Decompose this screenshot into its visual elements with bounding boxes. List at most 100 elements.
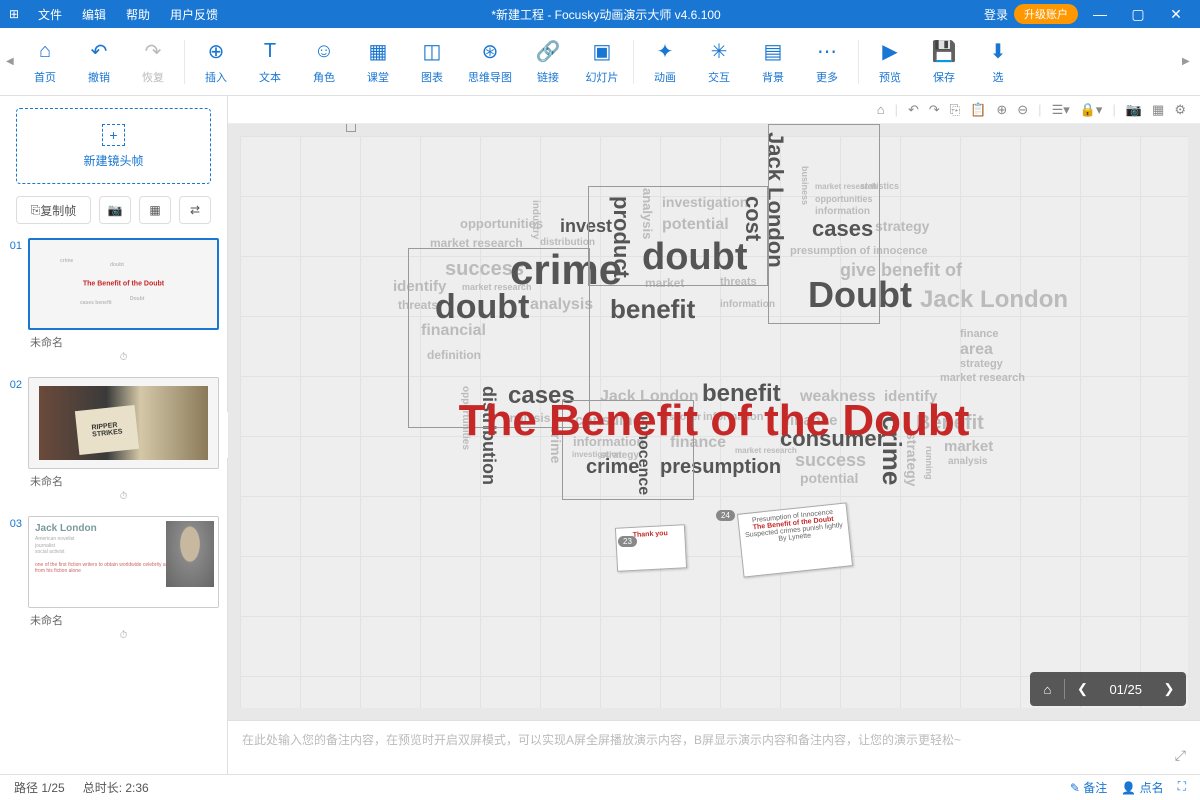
恢复-icon: ↷ bbox=[145, 39, 162, 65]
copy-frame-button[interactable]: ⎘ 复制帧 bbox=[16, 196, 91, 224]
思维导图-icon: ⊛ bbox=[482, 39, 499, 65]
tool-链接[interactable]: 🔗链接 bbox=[521, 32, 575, 92]
tool-预览[interactable]: ▶预览 bbox=[863, 32, 917, 92]
titlebar: ⊞ 文件编辑帮助用户反馈 *新建工程 - Focusky动画演示大师 v4.6.… bbox=[0, 0, 1200, 28]
toolbar-scroll-left[interactable]: ◀ bbox=[6, 56, 18, 67]
tool-图表[interactable]: ◫图表 bbox=[405, 32, 459, 92]
close-button[interactable]: ✕ bbox=[1160, 6, 1192, 23]
tool-首页[interactable]: ⌂首页 bbox=[18, 32, 72, 92]
word: benefit bbox=[610, 294, 695, 325]
tool-思维导图[interactable]: ⊛思维导图 bbox=[459, 32, 521, 92]
canvas-tools: ⌂| ↶ ↷ ⎘ 📋 ⊕ ⊖| ☰▾ 🔒▾| 📷 ▦ ⚙ bbox=[228, 96, 1200, 124]
upgrade-button[interactable]: 升级账户 bbox=[1014, 4, 1078, 24]
canvas[interactable]: opportunitiesinvestindustrymarket resear… bbox=[228, 124, 1200, 720]
zoom-in-icon[interactable]: ⊕ bbox=[996, 102, 1007, 118]
lock-icon[interactable]: 🔒▾ bbox=[1080, 102, 1103, 118]
word: strategy bbox=[875, 218, 929, 234]
settings-icon[interactable]: ⚙ bbox=[1174, 102, 1186, 118]
paste-icon[interactable]: 📋 bbox=[970, 102, 986, 118]
menu-编辑[interactable]: 编辑 bbox=[72, 6, 116, 23]
minimize-button[interactable]: — bbox=[1084, 6, 1116, 22]
tool-恢复[interactable]: ↷恢复 bbox=[126, 32, 180, 92]
课堂-icon: ▦ bbox=[369, 39, 388, 65]
frame-badge: 23 bbox=[618, 536, 637, 547]
status-path: 路径 1/25 bbox=[14, 779, 65, 796]
new-frame-button[interactable]: + 新建镜头帧 bbox=[16, 108, 211, 184]
mini-card[interactable]: Thank you bbox=[615, 524, 687, 572]
word: information bbox=[720, 299, 775, 310]
thumb-03[interactable]: 03Jack LondonAmerican novelistjournalist… bbox=[0, 512, 227, 651]
frame-box[interactable] bbox=[588, 186, 768, 286]
plus-icon: + bbox=[102, 124, 124, 146]
tool-选[interactable]: ⬇选 bbox=[971, 32, 1025, 92]
word: success bbox=[795, 450, 866, 471]
tool-动画[interactable]: ✦动画 bbox=[638, 32, 692, 92]
main-title: The Benefit of the Doubt bbox=[459, 396, 970, 446]
tool-撤销[interactable]: ↶撤销 bbox=[72, 32, 126, 92]
thumb-01[interactable]: 01The Benefit of the Doubtcrimedoubtcase… bbox=[0, 234, 227, 373]
word: area bbox=[960, 341, 993, 359]
word: strategy bbox=[960, 358, 1003, 370]
redo-icon[interactable]: ↷ bbox=[929, 102, 940, 118]
grid-icon[interactable]: ▦ bbox=[1152, 102, 1164, 118]
swap-button[interactable]: ⇄ bbox=[179, 196, 211, 224]
首页-icon: ⌂ bbox=[39, 39, 51, 65]
thumb-02[interactable]: 02RIPPERSTRIKES未命名⏱ bbox=[0, 373, 227, 512]
thumbnails-list: 01The Benefit of the Doubtcrimedoubtcase… bbox=[0, 234, 227, 774]
word: Jack London bbox=[920, 286, 1068, 314]
maximize-button[interactable]: ▢ bbox=[1122, 6, 1154, 23]
tool-插入[interactable]: ⊕插入 bbox=[189, 32, 243, 92]
tool-课堂[interactable]: ▦课堂 bbox=[351, 32, 405, 92]
canvas-nav: ⌂ ❮ 01/25 ❯ bbox=[1030, 672, 1186, 706]
nav-home-button[interactable]: ⌂ bbox=[1030, 682, 1064, 697]
tool-角色[interactable]: ☺角色 bbox=[297, 32, 351, 92]
home-icon[interactable]: ⌂ bbox=[877, 102, 885, 117]
new-frame-label: 新建镜头帧 bbox=[83, 152, 143, 169]
copy-icon[interactable]: ⎘ bbox=[950, 102, 960, 118]
tool-幻灯片[interactable]: ▣幻灯片 bbox=[575, 32, 629, 92]
main-toolbar: ◀ ⌂首页↶撤销↷恢复⊕插入T文本☺角色▦课堂◫图表⊛思维导图🔗链接▣幻灯片✦动… bbox=[0, 28, 1200, 96]
链接-icon: 🔗 bbox=[536, 39, 561, 65]
align-icon[interactable]: ☰▾ bbox=[1052, 102, 1070, 118]
menu-用户反馈[interactable]: 用户反馈 bbox=[160, 6, 228, 23]
status-action-0[interactable]: ✎ 备注 bbox=[1070, 779, 1107, 796]
camera-button[interactable]: 📷 bbox=[99, 196, 131, 224]
tool-背景[interactable]: ▤背景 bbox=[746, 32, 800, 92]
toolbar-scroll-right[interactable]: ▶ bbox=[1182, 56, 1194, 67]
qr-button[interactable]: ▦ bbox=[139, 196, 171, 224]
tool-更多[interactable]: ⋯更多 bbox=[800, 32, 854, 92]
frame-box[interactable] bbox=[346, 124, 356, 132]
menu-文件[interactable]: 文件 bbox=[28, 6, 72, 23]
nav-prev-button[interactable]: ❮ bbox=[1065, 681, 1099, 697]
status-action-2[interactable]: ⛶ bbox=[1178, 779, 1186, 796]
undo-icon[interactable]: ↶ bbox=[908, 102, 919, 118]
word: analysis bbox=[948, 456, 987, 467]
word: market research bbox=[940, 372, 1025, 384]
notes-panel[interactable]: 在此处输入您的备注内容，在预览时开启双屏模式，可以实现A屏全屏播放演示内容，B屏… bbox=[228, 720, 1200, 774]
zoom-out-icon[interactable]: ⊖ bbox=[1017, 102, 1028, 118]
word: finance bbox=[960, 328, 999, 340]
frame-box[interactable] bbox=[768, 124, 880, 324]
statusbar: 路径 1/25 总时长: 2:36 ✎ 备注👤 点名⛶ bbox=[0, 774, 1200, 800]
status-action-1[interactable]: 👤 点名 bbox=[1121, 779, 1163, 796]
app-logo-icon: ⊞ bbox=[0, 7, 28, 21]
mini-card[interactable]: Presumption of InnocenceThe Benefit of t… bbox=[737, 502, 853, 577]
snapshot-icon[interactable]: 📷 bbox=[1126, 102, 1142, 118]
tool-保存[interactable]: 💾保存 bbox=[917, 32, 971, 92]
tool-文本[interactable]: T文本 bbox=[243, 32, 297, 92]
frames-sidebar: + 新建镜头帧 ⎘ 复制帧 📷 ▦ ⇄ 01The Benefit of the… bbox=[0, 96, 228, 774]
tool-交互[interactable]: ✳交互 bbox=[692, 32, 746, 92]
幻灯片-icon: ▣ bbox=[593, 39, 612, 65]
保存-icon: 💾 bbox=[932, 39, 957, 65]
menu-帮助[interactable]: 帮助 bbox=[116, 6, 160, 23]
角色-icon: ☺ bbox=[314, 39, 334, 65]
nav-next-button[interactable]: ❯ bbox=[1152, 681, 1186, 697]
notes-expand-icon[interactable]: ⤢ bbox=[1175, 747, 1186, 764]
word: market research bbox=[735, 446, 797, 455]
动画-icon: ✦ bbox=[657, 39, 674, 65]
login-link[interactable]: 登录 bbox=[984, 6, 1008, 23]
更多-icon: ⋯ bbox=[817, 39, 837, 65]
word: potential bbox=[800, 470, 858, 486]
notes-placeholder: 在此处输入您的备注内容，在预览时开启双屏模式，可以实现A屏全屏播放演示内容，B屏… bbox=[242, 731, 1186, 748]
交互-icon: ✳ bbox=[711, 39, 728, 65]
